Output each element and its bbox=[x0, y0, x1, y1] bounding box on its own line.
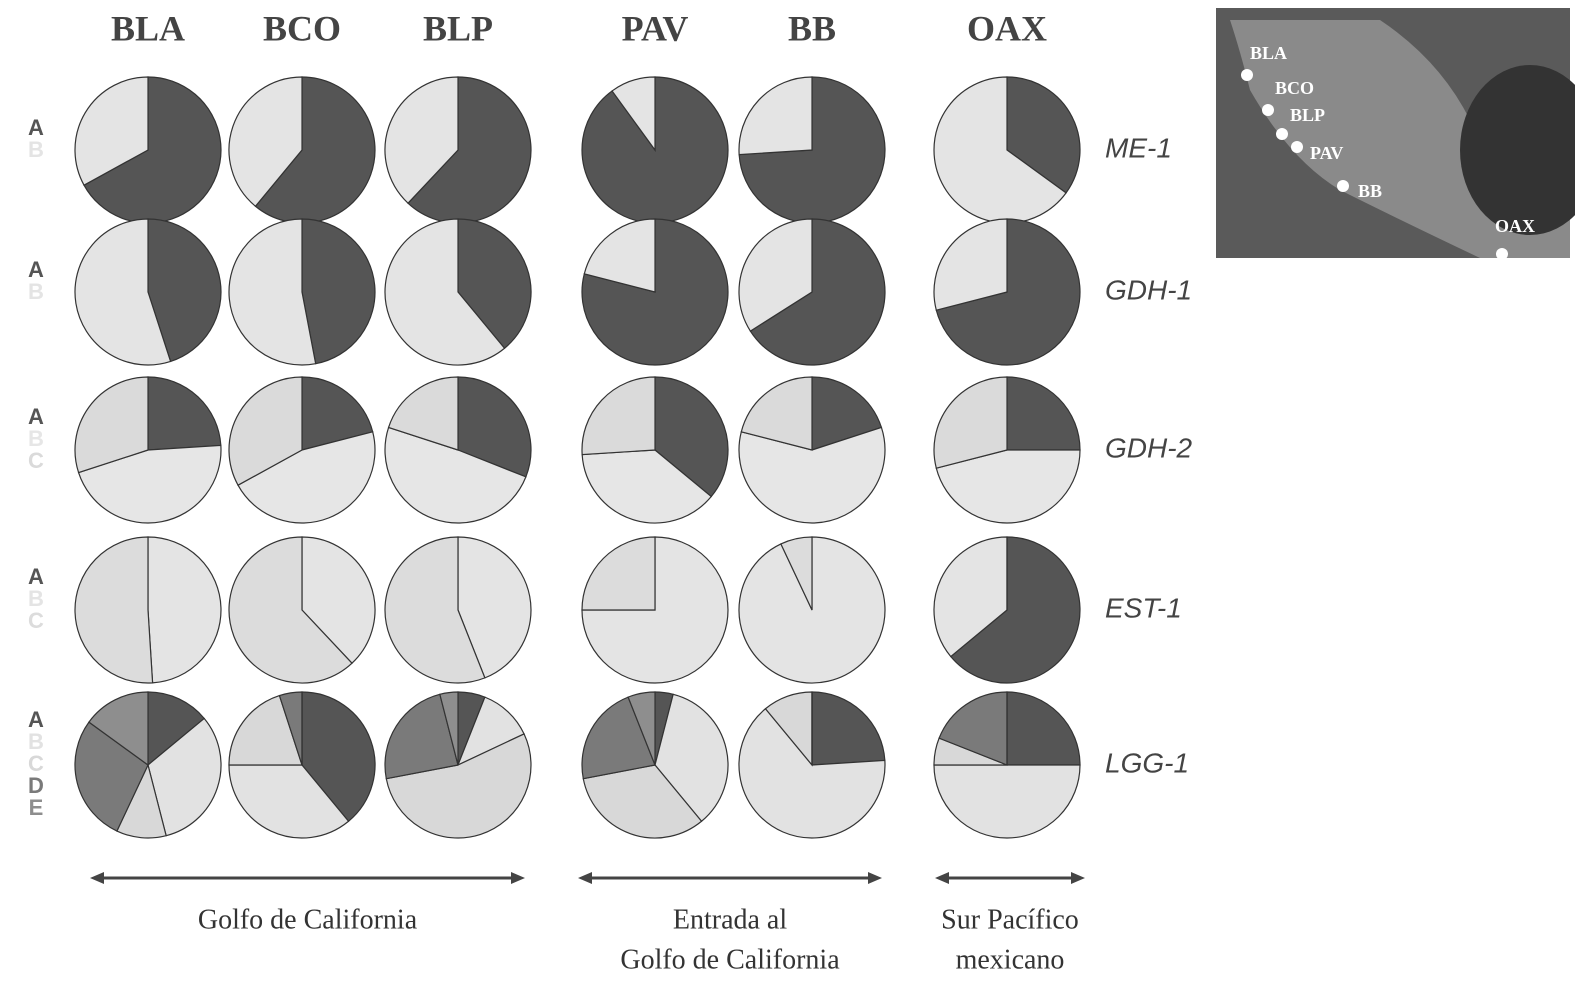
region-label: Entrada al bbox=[673, 904, 787, 935]
figure: BLABCOBLPGolfo de CaliforniaPAVBBEntrada… bbox=[0, 0, 1575, 982]
column-header: BB bbox=[788, 8, 836, 48]
locus-label: LGG-1 bbox=[1105, 747, 1189, 778]
allele-label: C bbox=[28, 608, 44, 633]
map-site bbox=[1262, 104, 1274, 116]
allele-label: B bbox=[28, 279, 44, 304]
pie bbox=[75, 692, 221, 838]
pie-slice bbox=[75, 537, 153, 683]
pie bbox=[934, 692, 1080, 838]
pie bbox=[229, 377, 375, 523]
map-label: BB bbox=[1358, 181, 1382, 201]
locus-label: EST-1 bbox=[1105, 592, 1182, 623]
pie bbox=[582, 537, 728, 683]
pie bbox=[385, 377, 531, 523]
pie bbox=[934, 77, 1080, 223]
map-site bbox=[1337, 180, 1349, 192]
map-label: BCO bbox=[1275, 78, 1314, 98]
region-label: mexicano bbox=[956, 944, 1065, 975]
map-site bbox=[1496, 248, 1508, 260]
locus-label: GDH-2 bbox=[1105, 432, 1193, 463]
pie bbox=[582, 692, 728, 838]
pie bbox=[934, 219, 1080, 365]
pie bbox=[385, 219, 531, 365]
region-label: Golfo de California bbox=[620, 944, 840, 975]
pie-slice bbox=[1007, 377, 1080, 450]
pie bbox=[582, 377, 728, 523]
column-header: PAV bbox=[622, 8, 689, 48]
pie bbox=[739, 692, 885, 838]
pie bbox=[75, 77, 221, 223]
pie bbox=[934, 377, 1080, 523]
map-label: BLA bbox=[1250, 43, 1287, 63]
map-label: OAX bbox=[1495, 216, 1535, 236]
pie-slice bbox=[582, 377, 655, 455]
pie-slice bbox=[148, 537, 221, 683]
pie-slice bbox=[582, 537, 655, 610]
pie bbox=[934, 537, 1080, 683]
allele-label: C bbox=[28, 448, 44, 473]
pie bbox=[582, 219, 728, 365]
pie bbox=[229, 77, 375, 223]
map-site bbox=[1276, 128, 1288, 140]
map-label: PAV bbox=[1310, 143, 1343, 163]
pie bbox=[739, 219, 885, 365]
column-header: BLP bbox=[423, 8, 493, 48]
pie-slice bbox=[302, 219, 375, 364]
pie bbox=[229, 692, 375, 838]
pie bbox=[229, 537, 375, 683]
map-site bbox=[1241, 69, 1253, 81]
region-label: Golfo de California bbox=[198, 904, 418, 935]
pie bbox=[385, 77, 531, 223]
pie bbox=[75, 377, 221, 523]
locus-label: ME-1 bbox=[1105, 132, 1172, 163]
pie bbox=[229, 219, 375, 365]
pie bbox=[75, 219, 221, 365]
pie bbox=[385, 692, 531, 838]
allele-label: B bbox=[28, 137, 44, 162]
column-header: BCO bbox=[263, 8, 341, 48]
region-label: Sur Pacífico bbox=[941, 904, 1079, 935]
pie bbox=[75, 537, 221, 683]
pie-slice bbox=[148, 377, 221, 450]
pie-slice bbox=[1007, 692, 1080, 765]
pie-slice bbox=[739, 77, 812, 155]
pie bbox=[739, 77, 885, 223]
pie-slice bbox=[812, 692, 885, 765]
pie bbox=[739, 537, 885, 683]
pie bbox=[582, 77, 728, 223]
column-header: OAX bbox=[967, 8, 1047, 48]
locus-label: GDH-1 bbox=[1105, 274, 1192, 305]
column-header: BLA bbox=[111, 8, 185, 48]
pie bbox=[739, 377, 885, 523]
map-label: BLP bbox=[1290, 105, 1325, 125]
pie bbox=[385, 537, 531, 683]
map-site bbox=[1291, 141, 1303, 153]
allele-label: E bbox=[29, 795, 44, 820]
pie-slice bbox=[934, 765, 1080, 838]
